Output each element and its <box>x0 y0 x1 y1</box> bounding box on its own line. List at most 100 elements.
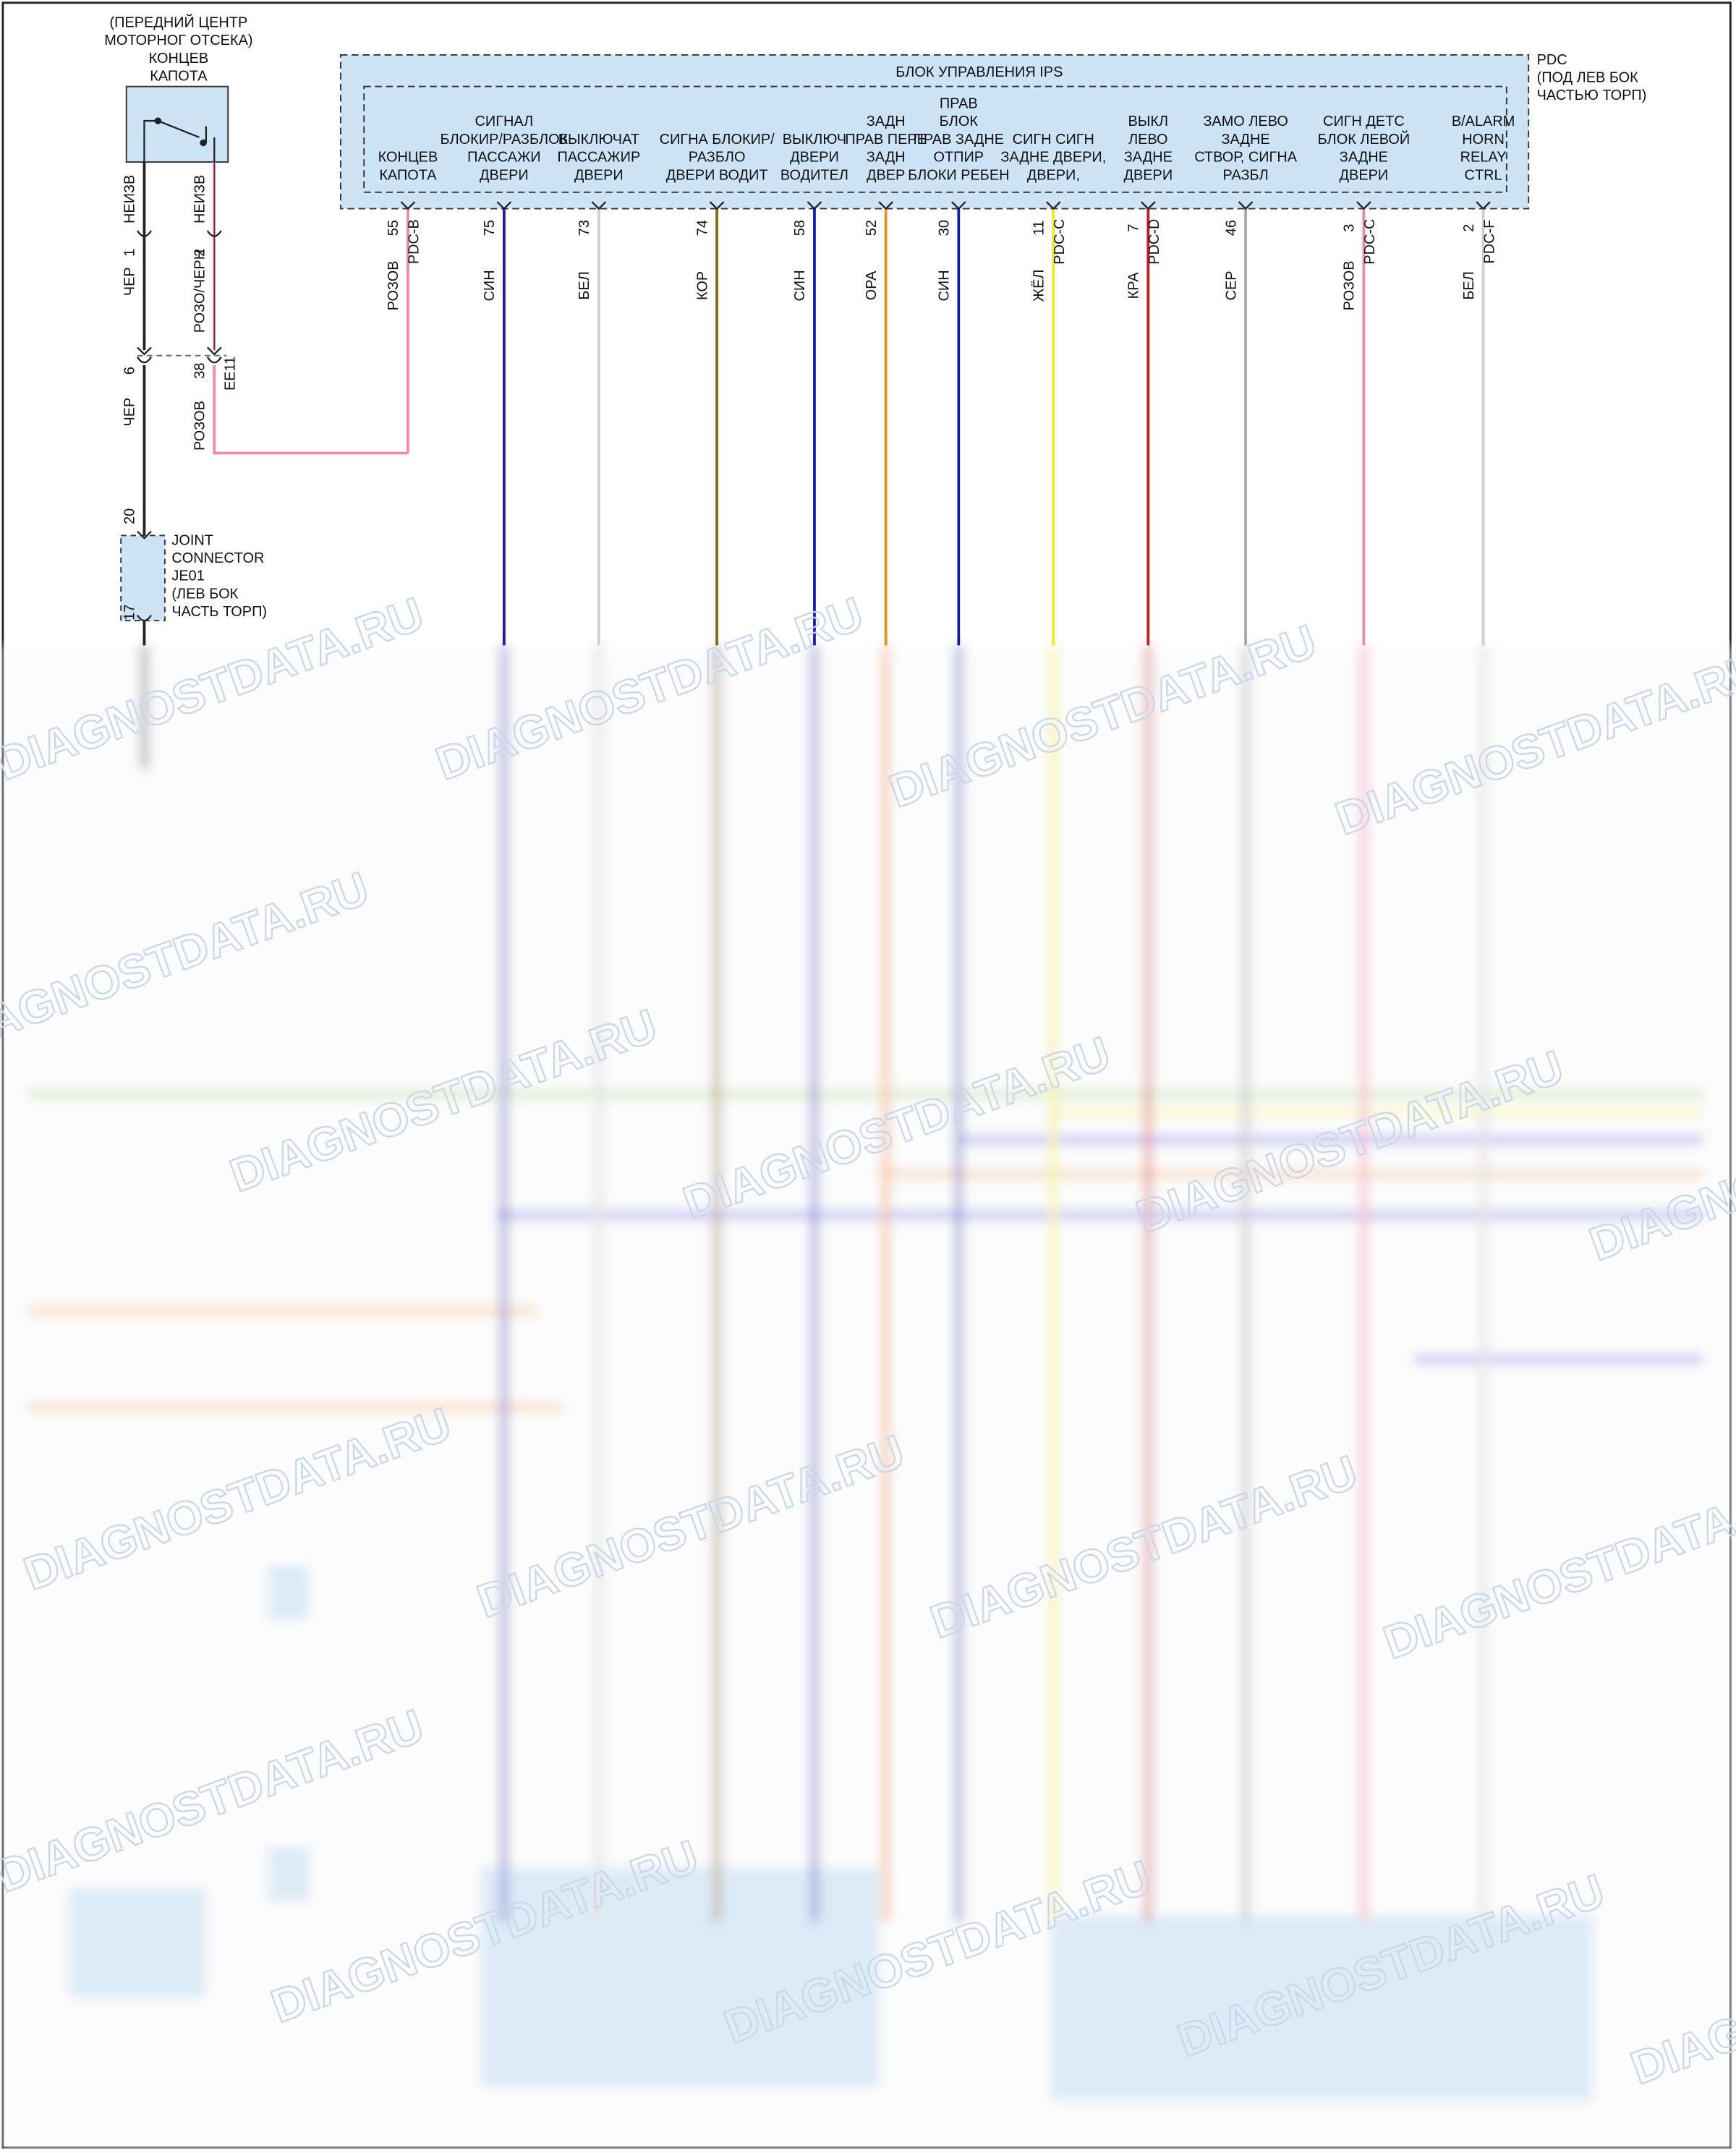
pin-arrow <box>1141 201 1156 210</box>
pin-number: 20 <box>122 508 138 524</box>
pin-label: ЗАМО ЛЕВО <box>1203 114 1288 129</box>
pin-label: ВЫКЛЮЧ <box>783 132 846 148</box>
wire-color: СЕР <box>1223 270 1239 300</box>
wire-color: ОРА <box>864 270 880 300</box>
connector-name: PDC <box>1537 52 1567 68</box>
pin-arrow <box>591 201 607 210</box>
pin-arrow <box>496 201 512 210</box>
wire-color: СИН <box>482 270 498 301</box>
wire-color: СИН <box>937 270 953 301</box>
module-title: БЛОК УПРАВЛЕНИЯ IPS <box>895 64 1063 80</box>
pin-number: 58 <box>792 220 808 236</box>
wire-color: ЧЕР <box>122 398 138 427</box>
pin-connector: PDC-D <box>1146 219 1162 265</box>
pin-label: ЗАДН <box>867 150 906 166</box>
pin-label: ЗАДНЕ <box>1340 150 1388 166</box>
pin-label: ЛЕВО <box>1128 132 1167 148</box>
pin-arrow <box>137 530 152 540</box>
pin-label: КАПОТА <box>379 167 437 183</box>
pin-label: БЛОКИ РЕБЕН <box>908 167 1009 183</box>
pin-fork <box>206 357 222 364</box>
pin-label: НЕИЗВ <box>122 175 138 223</box>
pin-arrow <box>878 201 893 210</box>
pin-label: ЗАДНЕ ДВЕРИ, <box>1000 150 1106 166</box>
wire-color: КРА <box>1126 272 1142 299</box>
joint-label: (ЛЕВ БОК <box>171 586 238 602</box>
pin-fork <box>136 357 152 364</box>
switch-label: (ПЕРЕДНИЙ ЦЕНТР <box>110 14 248 31</box>
pin-label: ДВЕРИ, <box>1027 167 1080 183</box>
pin-fork <box>206 230 222 237</box>
wire-color: РОЗО/ЧЕРН <box>192 250 208 333</box>
pin-number: 55 <box>386 220 401 236</box>
pin-connector: PDC-B <box>407 219 422 264</box>
pin-arrow <box>1356 201 1371 210</box>
switch-label: МОТОРНОГ ОТСЕКА) <box>104 33 252 48</box>
wire-color: ЖЁЛ <box>1031 270 1047 302</box>
pin-label: B/ALARM <box>1452 114 1515 129</box>
pin-label: БЛОК ЛЕВОЙ <box>1318 130 1410 148</box>
pin-label: RELAY <box>1460 150 1507 166</box>
pin-number: 1 <box>122 249 138 257</box>
pin-number: 6 <box>122 367 138 375</box>
pin-fork <box>136 614 152 622</box>
pin-label: ДВЕРИ <box>1340 167 1389 183</box>
pin-label: ПРАВ ЗАДНЕ <box>914 132 1005 148</box>
pin-label: СТВОР, СИГНА <box>1194 150 1297 166</box>
joint-label: CONNECTOR <box>171 550 264 566</box>
pin-label: КОНЦЕВ <box>378 150 438 166</box>
wire-color: РОЗОВ <box>386 260 401 310</box>
pin-label: НЕИЗВ <box>192 175 208 223</box>
pin-number: 2 <box>1461 224 1477 232</box>
pin-number: 3 <box>1342 224 1358 232</box>
switch-label: КОНЦЕВ <box>149 51 209 67</box>
pin-label: ДВЕРИ <box>574 167 624 183</box>
pin-label: ВОДИТЕЛ <box>780 167 848 183</box>
pin-label: ОТПИР <box>934 150 984 166</box>
pin-label: СИГН СИГН <box>1013 132 1094 148</box>
pin-label: ПАССАЖИР <box>557 150 640 166</box>
switch-symbol <box>143 119 216 163</box>
pin-label: ДВЕР <box>867 167 905 183</box>
pin-number: 46 <box>1223 220 1239 236</box>
wire-color: КОР <box>694 271 710 300</box>
wire-color: РОЗОВ <box>192 401 208 451</box>
pin-arrow <box>1238 201 1254 210</box>
pin-arrow <box>206 346 222 356</box>
pin-label: БЛОКИР/РАЗБЛОК <box>441 132 569 148</box>
pin-label: РАЗБЛ <box>1223 167 1269 183</box>
joint-label: ЧАСТЬ ТОРП) <box>171 604 267 620</box>
switch-contact <box>200 139 207 147</box>
pin-number: 2 <box>192 249 208 257</box>
pin-number: 17 <box>122 605 138 621</box>
pin-label: ДВЕРИ <box>1123 167 1173 183</box>
pin-label: ДВЕРИ <box>790 150 839 166</box>
pin-number: 7 <box>1126 224 1142 232</box>
pin-number: 75 <box>482 220 498 236</box>
pin-label: HORN <box>1462 132 1505 148</box>
pin-label: ЗАДНЕ <box>1222 132 1270 148</box>
pin-number: 73 <box>576 220 592 236</box>
pin-label: ПРАВ ПЕРЕ <box>845 132 927 148</box>
wire-color: РОЗОВ <box>1342 260 1358 310</box>
pin-fork <box>136 230 152 237</box>
wire-color: СИН <box>792 270 808 301</box>
switch-box <box>125 85 229 163</box>
diagram-marks: БЛОК УПРАВЛЕНИЯ IPS PDC(ПОД ЛЕВ БОК ЧАСТЬЮ… <box>104 14 1646 646</box>
pin-label: БЛОК <box>940 114 979 129</box>
module-location: (ПОД ЛЕВ БОК <box>1537 69 1639 85</box>
switch-label: КАПОТА <box>150 69 208 85</box>
pin-arrow <box>137 346 152 356</box>
pin-number: 30 <box>937 220 953 236</box>
blurred-area <box>0 645 1736 2153</box>
pin-label: ДВЕРИ ВОДИТ <box>666 167 768 183</box>
pin-label: СИГНАЛ <box>475 114 534 129</box>
module-inner <box>363 85 1507 193</box>
pin-number: 38 <box>192 363 208 379</box>
module-location: ЧАСТЬЮ ТОРП) <box>1537 88 1647 103</box>
pin-arrow <box>951 201 966 210</box>
pin-arrow <box>400 201 416 210</box>
joint-box <box>120 534 166 622</box>
joint-label: JE01 <box>171 568 204 584</box>
